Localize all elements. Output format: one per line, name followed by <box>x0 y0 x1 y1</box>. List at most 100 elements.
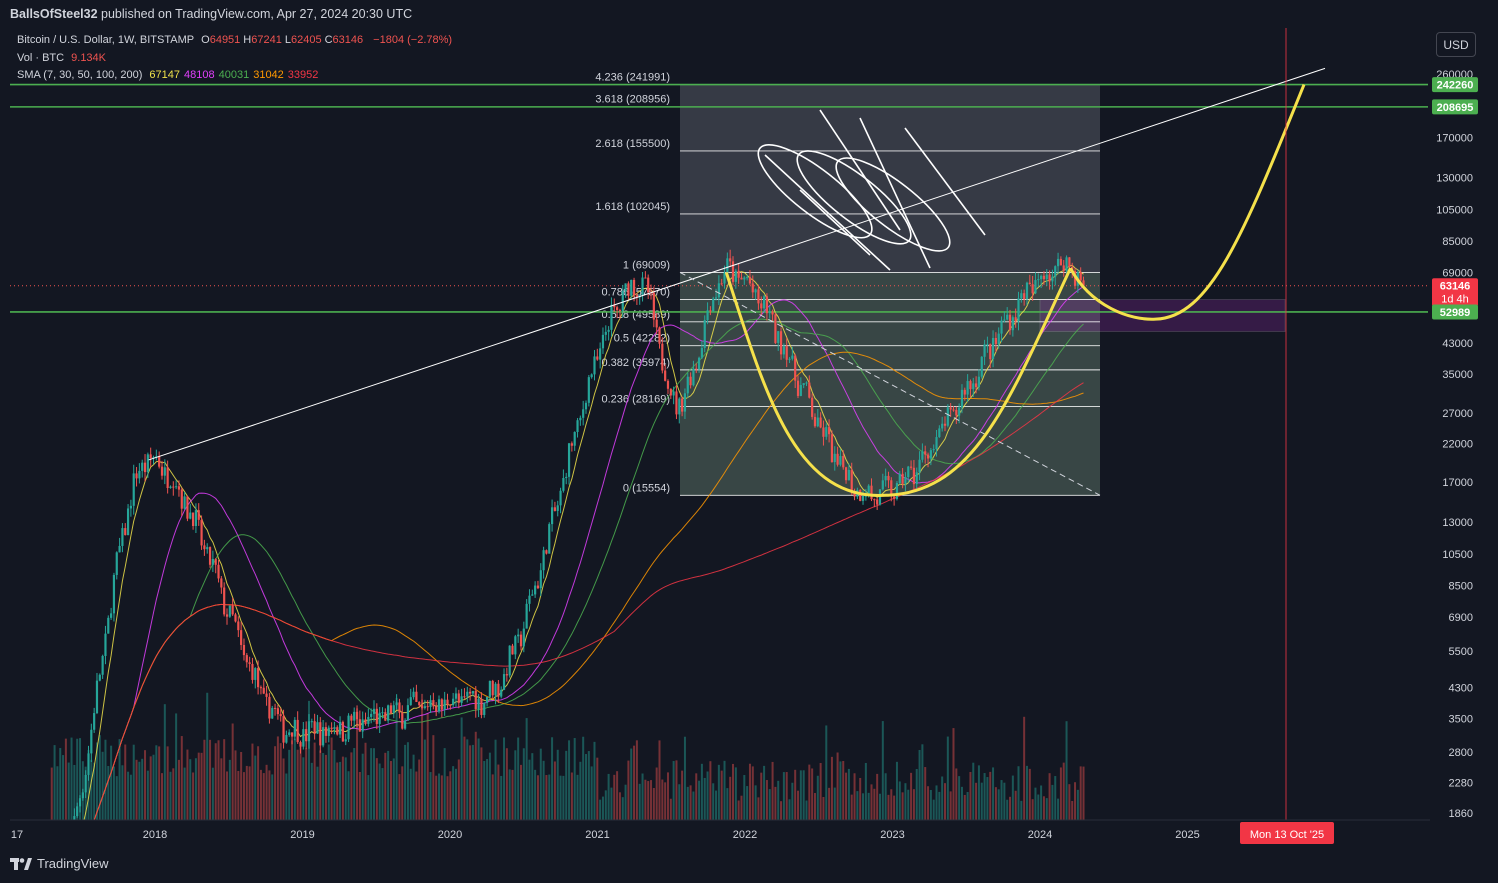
candle-body <box>539 570 542 589</box>
fib-label: 0.382 (35974) <box>602 357 671 369</box>
candle-body <box>969 381 972 390</box>
volume-bar <box>200 752 203 820</box>
sma-legend[interactable]: SMA (7, 30, 50, 100, 200) 67147 48108 4003… <box>17 69 326 81</box>
volume-bar <box>647 781 650 820</box>
candle-body <box>104 633 107 656</box>
candle-body <box>590 374 593 378</box>
candle-body <box>418 701 421 706</box>
candle-body <box>828 427 831 435</box>
change-value: −1804 (−2.78%) <box>373 34 453 46</box>
candle-body <box>234 614 237 622</box>
candle-body <box>980 356 983 377</box>
volume-bar <box>64 738 67 820</box>
volume-bar <box>833 787 836 820</box>
candle-body <box>1003 319 1006 321</box>
price-tick-label: 130000 <box>1436 173 1473 185</box>
volume-bar <box>132 744 135 820</box>
candle-body <box>641 277 644 295</box>
volume-bar <box>975 782 978 820</box>
candle-body <box>460 696 463 703</box>
volume-bar <box>449 771 452 820</box>
candle-body <box>681 398 684 412</box>
symbol-legend[interactable]: Bitcoin / U.S. Dollar, 1W, BITSTAMP O649… <box>17 34 456 46</box>
volume-bar <box>341 756 344 820</box>
candle-body <box>514 636 517 655</box>
brand-name: TradingView <box>37 856 109 871</box>
candle-body <box>327 727 330 736</box>
candle-body <box>726 258 729 273</box>
volume-bar <box>915 768 918 820</box>
candle-body <box>268 696 271 719</box>
volume-bar <box>505 748 508 820</box>
candle-body <box>420 705 424 709</box>
volume-bar <box>573 738 576 820</box>
time-tick-label: 2019 <box>290 829 314 841</box>
volume-bar <box>757 797 760 820</box>
volume-bar <box>466 739 469 820</box>
candle-body <box>616 307 619 310</box>
candle-body <box>573 432 576 446</box>
currency-button[interactable]: USD <box>1436 32 1476 57</box>
candle-body <box>257 668 260 688</box>
author-name[interactable]: BallsOfSteel32 <box>10 7 98 21</box>
volume-bar <box>1023 716 1026 820</box>
candle-body <box>1020 293 1023 299</box>
volume-bar <box>259 769 262 820</box>
candle-body <box>240 630 243 645</box>
volume-bar <box>438 773 441 820</box>
volume-bar <box>977 765 980 820</box>
volume-bar <box>621 797 624 820</box>
volume-bar <box>864 762 867 820</box>
candle-body <box>160 466 164 476</box>
volume-bar <box>816 775 819 820</box>
price-tag-value: 242260 <box>1437 80 1474 92</box>
volume-bar <box>274 746 277 820</box>
fib-label: 3.618 (208956) <box>595 94 670 106</box>
volume-bar <box>514 750 517 820</box>
candle-body <box>449 704 452 706</box>
candle-body <box>1034 280 1037 294</box>
candle-body <box>983 344 986 357</box>
volume-bar <box>364 742 367 820</box>
candle-body <box>129 505 132 509</box>
candle-body <box>1017 298 1020 322</box>
candle-body <box>751 283 754 293</box>
candle-body <box>463 696 466 698</box>
candle-body <box>966 381 969 395</box>
candle-body <box>242 644 246 656</box>
time-tick-label: 2025 <box>1175 829 1199 841</box>
candle-body <box>285 734 288 743</box>
candle-body <box>938 428 941 438</box>
cup-pattern <box>724 84 1306 497</box>
candle-body <box>231 605 234 615</box>
candle-body <box>731 261 735 282</box>
volume-bar <box>952 728 955 820</box>
volume-legend[interactable]: Vol · BTC 9.134K <box>17 52 110 64</box>
volume-bar <box>339 761 342 820</box>
candle-body <box>703 320 706 348</box>
volume-bar <box>782 772 785 820</box>
volume-bar <box>918 749 921 820</box>
candle-body <box>296 719 299 743</box>
candle-body <box>706 310 709 321</box>
volume-bar <box>474 731 477 820</box>
volume-bar <box>743 775 746 820</box>
sma-line-7 <box>83 264 1084 820</box>
volume-bar <box>240 751 243 820</box>
symbol-title: Bitcoin / U.S. Dollar, 1W, BITSTAMP <box>17 34 195 46</box>
candle-body <box>350 715 353 721</box>
candle-body <box>107 617 110 634</box>
volume-bar <box>1051 784 1054 820</box>
handle-projection-curve <box>1069 84 1306 321</box>
volume-bar <box>93 762 96 820</box>
volume-bar <box>214 743 217 820</box>
volume-bar <box>822 796 825 820</box>
candle-body <box>895 483 899 499</box>
candle-body <box>890 480 893 497</box>
candle-body <box>517 634 520 637</box>
price-tick-label: 170000 <box>1436 133 1473 145</box>
volume-bar <box>989 771 992 820</box>
time-tick-label: 2018 <box>143 829 167 841</box>
volume-bar <box>938 791 941 820</box>
